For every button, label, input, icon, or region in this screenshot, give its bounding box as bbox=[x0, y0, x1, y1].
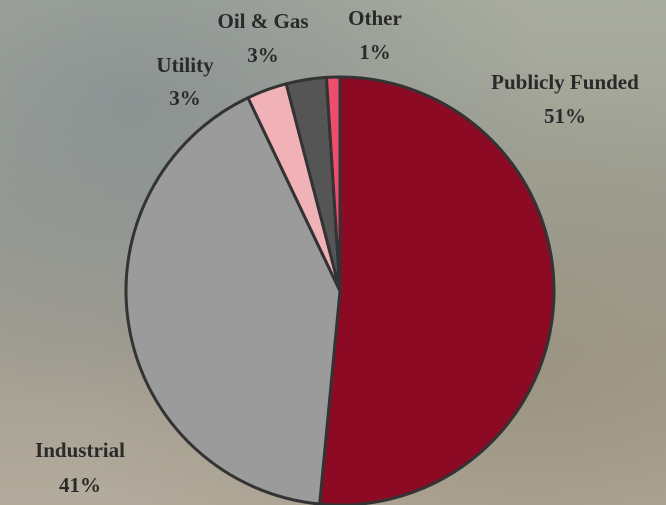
slice-label-value: 51% bbox=[544, 104, 586, 128]
slice-label-value: 1% bbox=[359, 40, 391, 64]
slice-label-name: Utility bbox=[156, 53, 214, 77]
slice-label-name: Industrial bbox=[35, 438, 125, 462]
slice-label-name: Other bbox=[348, 6, 402, 30]
slice-label-value: 3% bbox=[247, 43, 279, 67]
slice-label-value: 3% bbox=[169, 86, 201, 110]
pie-slice bbox=[320, 77, 554, 505]
slice-label-name: Oil & Gas bbox=[217, 9, 308, 33]
chart: Publicly Funded 51% Industrial 41% Utility 3%… bbox=[0, 0, 666, 505]
chart-container: Publicly Funded 51% Industrial 41% Utility 3%… bbox=[0, 0, 666, 505]
slice-label-value: 41% bbox=[59, 473, 101, 497]
slice-label-name: Publicly Funded bbox=[491, 70, 639, 94]
